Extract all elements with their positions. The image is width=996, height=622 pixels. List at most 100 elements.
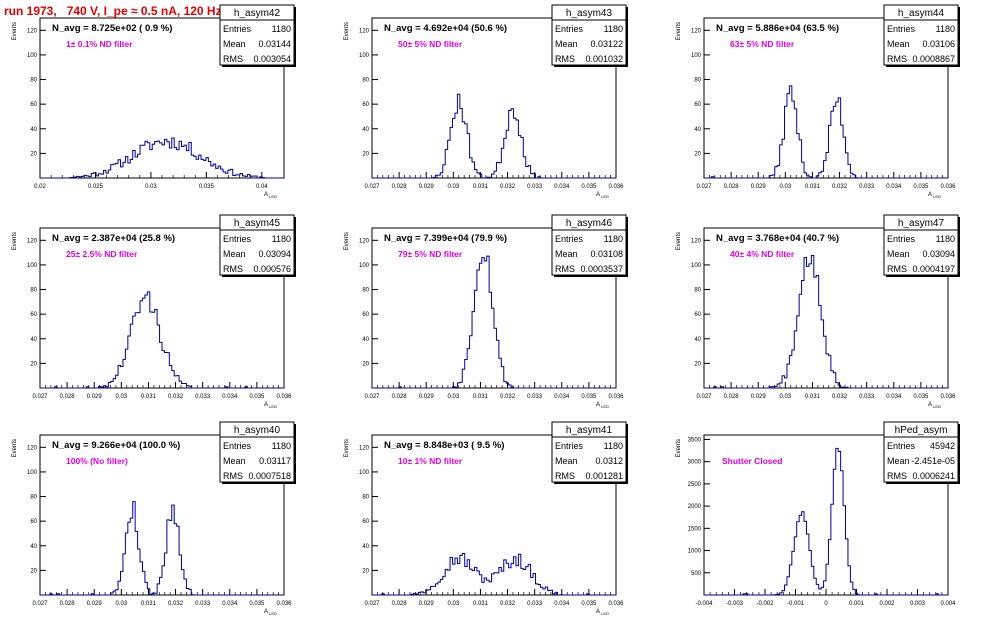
y-tick-label: 120: [359, 28, 370, 34]
x-tick-label: 0.029: [87, 601, 103, 607]
y-axis-label: Events: [344, 232, 350, 250]
y-tick-label: 20: [362, 151, 369, 157]
x-tick-label: 0.028: [724, 394, 740, 400]
y-tick-label: 40: [362, 544, 369, 550]
x-tick-label: 0.003: [910, 601, 926, 607]
y-tick-label: 100: [359, 470, 370, 476]
x-tick-label: 0.03: [779, 394, 791, 400]
stats-key: RMS: [887, 54, 907, 64]
x-tick-label: 0.029: [87, 394, 103, 400]
x-tick-label: 0.031: [473, 394, 489, 400]
histogram-line: [704, 85, 948, 179]
x-tick-label: 0.032: [168, 601, 184, 607]
plot-frame: [39, 227, 285, 389]
stats-key: Entries: [223, 441, 252, 451]
navg-label: N_avg = 2.387e+04 (25.8 %): [52, 233, 175, 244]
y-tick-label: 60: [362, 312, 369, 318]
y-tick-label: 2500: [688, 482, 702, 488]
x-tick-label: 0.029: [419, 601, 435, 607]
y-tick-label: 100: [691, 263, 702, 269]
stats-key: Mean: [887, 456, 910, 466]
y-tick-label: 60: [30, 519, 37, 525]
stats-key: Mean: [223, 456, 246, 466]
x-tick-label: 0.032: [500, 601, 516, 607]
stats-key: RMS: [555, 54, 575, 64]
x-tick-label: -0.004: [695, 601, 713, 607]
x-tick-label: 0.025: [88, 184, 104, 190]
y-tick-label: 80: [362, 78, 369, 84]
x-tick-label: 0.03: [115, 394, 127, 400]
filter-note: 25± 2.5% ND filter: [66, 249, 138, 259]
x-tick-label: 0.035: [199, 184, 215, 190]
x-tick-label: 0.028: [392, 394, 408, 400]
stats-key: RMS: [555, 264, 575, 274]
y-tick-label: 60: [694, 312, 701, 318]
stats-value: 0.03108: [590, 249, 623, 259]
y-tick-label: 80: [694, 288, 701, 294]
navg-label: N_avg = 8.848e+03 ( 9.5 %): [384, 440, 504, 451]
stats-key: Mean: [887, 39, 910, 49]
stats-value: 0.0003537: [580, 264, 623, 274]
y-tick-label: 80: [362, 495, 369, 501]
stats-key: Entries: [555, 234, 584, 244]
filter-note: 63± 5% ND filter: [730, 39, 795, 49]
stats-shadow: [886, 482, 960, 484]
x-tick-label: 0.033: [195, 394, 211, 400]
x-tick-label: 0.032: [500, 394, 516, 400]
stats-shadow: [554, 65, 628, 67]
stats-shadow: [626, 424, 628, 484]
x-tick-label: 0.03: [447, 394, 459, 400]
stats-value: 0.0312: [595, 456, 623, 466]
x-axis-label: A LED: [928, 402, 941, 409]
stats-shadow: [554, 482, 628, 484]
y-tick-label: 1500: [688, 526, 702, 532]
stats-key: Entries: [555, 24, 584, 34]
x-tick-label: 0.002: [879, 601, 895, 607]
y-tick-label: 80: [362, 288, 369, 294]
y-tick-label: 100: [27, 53, 38, 59]
stats-shadow: [554, 275, 628, 277]
x-tick-label: 0.034: [222, 394, 238, 400]
y-tick-label: 3500: [688, 437, 702, 443]
histogram-name: h_asym47: [898, 218, 945, 229]
x-tick-label: 0.031: [805, 394, 821, 400]
stats-key: Entries: [887, 441, 916, 451]
x-tick-label: 0.02: [34, 184, 46, 190]
x-tick-label: 0.028: [60, 601, 76, 607]
x-tick-label: 0.033: [527, 601, 543, 607]
y-tick-label: 500: [691, 571, 702, 577]
y-tick-label: 120: [691, 28, 702, 34]
stats-value: 1180: [936, 24, 955, 34]
stats-value: 0.003054: [253, 54, 291, 64]
x-tick-label: 0.001: [849, 601, 865, 607]
navg-label: N_avg = 3.768e+04 (40.7 %): [716, 233, 839, 244]
stats-shadow: [222, 275, 296, 277]
y-tick-label: 20: [30, 151, 37, 157]
filter-note: 79± 5% ND filter: [398, 249, 463, 259]
y-tick-label: 80: [30, 78, 37, 84]
histogram-line: [40, 291, 284, 389]
y-tick-label: 80: [694, 78, 701, 84]
y-tick-label: 20: [362, 568, 369, 574]
x-tick-label: 0.035: [581, 184, 597, 190]
y-tick-label: 60: [362, 102, 369, 108]
stats-shadow: [294, 424, 296, 484]
plot-frame: [371, 434, 617, 596]
x-tick-label: 0.035: [581, 394, 597, 400]
x-tick-label: 0.036: [940, 184, 956, 190]
stats-value: 1180: [936, 234, 955, 244]
x-tick-label: 0.036: [608, 184, 624, 190]
stats-box: [883, 214, 959, 276]
stats-key: Mean: [887, 249, 910, 259]
y-tick-label: 40: [30, 127, 37, 133]
x-tick-label: 0.027: [32, 601, 48, 607]
x-tick-label: 0.031: [473, 184, 489, 190]
histogram-panel-h_asym42: 0.02 0.025 0.03 0.035 0.04 20 40 60 80 100 120 Even…: [12, 4, 296, 199]
filter-note: 100% (No filter): [66, 456, 128, 466]
histogram-name: h_asym44: [898, 8, 945, 19]
y-tick-label: 1000: [688, 549, 702, 555]
y-axis-label: Events: [344, 439, 350, 457]
histogram-name: h_asym42: [234, 8, 281, 19]
stats-value: 0.03144: [258, 39, 291, 49]
filter-note: 1± 0.1% ND filter: [66, 39, 133, 49]
